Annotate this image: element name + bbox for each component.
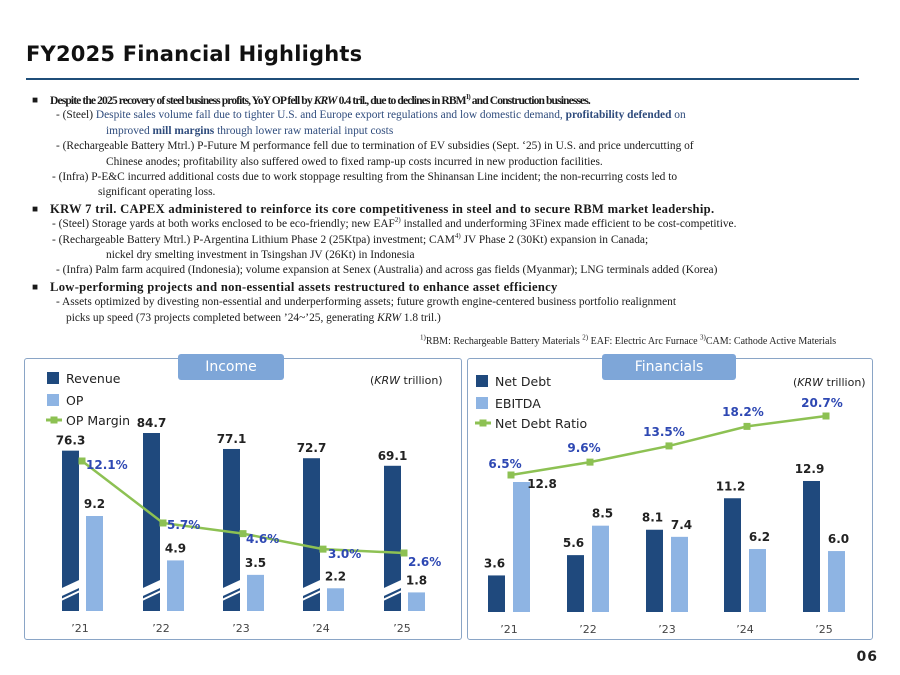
title-divider	[26, 78, 859, 80]
bullet-2-steel: - (Steel) Storage yards at both works en…	[52, 216, 737, 231]
bullet-3-line-2: picks up speed (73 projects completed be…	[66, 311, 441, 324]
square-bullet-icon: ■	[32, 281, 39, 293]
financials-chart-panel	[467, 358, 873, 640]
income-chart-panel	[24, 358, 462, 640]
bullet-1-rbm: - (Rechargeable Battery Mtrl.) P-Future …	[56, 140, 694, 153]
bullet-1-infra-cont: significant operating loss.	[98, 186, 216, 199]
bullet-3-line-1: - Assets optimized by divesting non-esse…	[56, 296, 677, 309]
income-chart-title: Income	[178, 354, 284, 380]
bullet-2-rbm: - (Rechargeable Battery Mtrl.) P-Argenti…	[52, 231, 649, 246]
bullet-3-heading: ■ Low-performing projects and non-essent…	[32, 279, 558, 294]
bullet-2-rbm-cont: nickel dry smelting investment in Tsings…	[106, 249, 415, 262]
bullet-2-heading: ■ KRW 7 tril. CAPEX administered to rein…	[32, 201, 715, 216]
bullet-1-infra: - (Infra) P-E&C incurred additional cost…	[52, 171, 678, 184]
bullet-1-heading: ■ Despite the 2025 recovery of steel bus…	[32, 93, 591, 107]
bullet-1-steel: - (Steel) Despite sales volume fall due …	[56, 109, 686, 122]
bullet-1-rbm-cont: Chinese anodes; profitability also suffe…	[106, 155, 603, 168]
page-number: 06	[856, 649, 878, 665]
financials-chart-title: Financials	[602, 354, 736, 380]
bullet-1-steel-cont: improved mill margins through lower raw …	[106, 124, 394, 137]
page-title: FY2025 Financial Highlights	[26, 42, 363, 66]
bullet-2-infra: - (Infra) Palm farm acquired (Indonesia)…	[56, 264, 718, 277]
square-bullet-icon: ■	[32, 203, 39, 215]
square-bullet-icon: ■	[32, 95, 38, 106]
highlights-bullets: ■ Despite the 2025 recovery of steel bus…	[32, 93, 862, 326]
footnote: 1)RBM: Rechargeable Battery Materials 2)…	[420, 333, 837, 347]
